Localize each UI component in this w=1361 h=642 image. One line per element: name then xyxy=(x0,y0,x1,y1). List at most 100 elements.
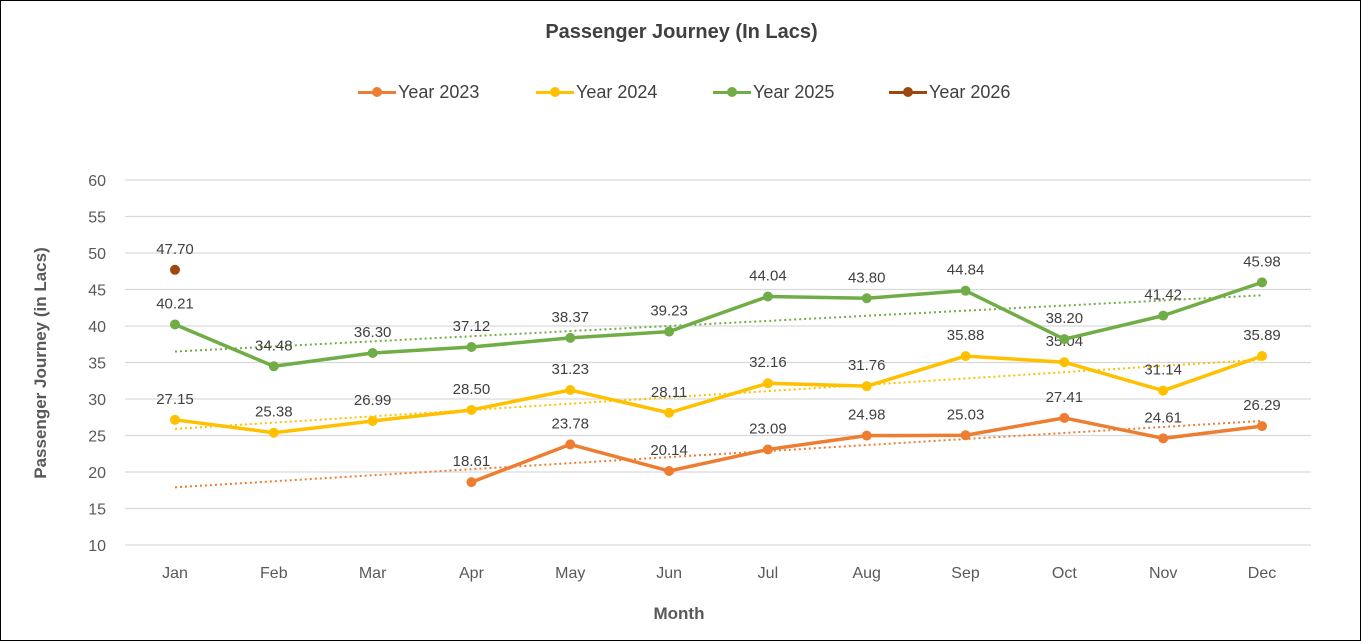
data-label: 47.70 xyxy=(156,241,194,258)
data-point xyxy=(861,293,872,304)
x-tick-label: Nov xyxy=(1149,565,1177,582)
data-label: 38.37 xyxy=(551,309,589,326)
x-tick-label: May xyxy=(555,565,585,582)
legend-swatch-icon xyxy=(713,81,751,103)
x-tick-label: Dec xyxy=(1248,565,1276,582)
chart-title: Passenger Journey (In Lacs) xyxy=(545,21,818,43)
legend-swatch-icon xyxy=(358,81,396,103)
data-label: 31.76 xyxy=(848,357,886,374)
data-point xyxy=(960,351,971,362)
y-tick-label: 30 xyxy=(88,392,106,409)
x-tick-label: Jan xyxy=(162,565,188,582)
y-tick-label: 15 xyxy=(88,502,106,519)
data-point xyxy=(565,332,576,343)
trendline xyxy=(174,419,1263,489)
data-label: 28.50 xyxy=(453,381,491,398)
data-point xyxy=(170,414,180,425)
data-label: 31.14 xyxy=(1144,362,1182,379)
x-tick-label: Aug xyxy=(852,565,880,582)
data-point xyxy=(762,291,773,302)
legend-item: Year 2023 xyxy=(358,81,479,103)
data-label: 25.38 xyxy=(255,404,293,421)
data-point xyxy=(861,430,872,441)
x-tick-label: Oct xyxy=(1052,565,1077,582)
y-tick-label: 50 xyxy=(88,246,106,263)
x-tick-label: Jul xyxy=(758,565,778,582)
data-point xyxy=(466,342,477,353)
x-tick-label: Feb xyxy=(260,565,288,582)
data-point xyxy=(565,385,576,396)
data-label: 35.89 xyxy=(1243,327,1281,344)
y-tick-label: 35 xyxy=(88,356,106,373)
data-point xyxy=(565,439,576,450)
data-label: 44.84 xyxy=(947,262,985,279)
data-label: 28.11 xyxy=(651,384,687,401)
data-label: 24.61 xyxy=(1144,409,1182,426)
data-point xyxy=(466,477,477,488)
x-tick-label: Mar xyxy=(359,565,387,582)
legend: Year 2023 Year 2024 Year 2025 Year 2026 xyxy=(1,81,1361,103)
data-point xyxy=(1257,421,1267,432)
x-tick-label: Sep xyxy=(951,565,980,582)
trendline xyxy=(174,294,1263,353)
data-point xyxy=(367,415,378,426)
data-label: 27.15 xyxy=(156,391,194,408)
x-axis-title: Month xyxy=(654,604,705,623)
y-tick-label: 20 xyxy=(88,465,106,482)
data-label: 35.88 xyxy=(947,327,985,344)
data-label: 39.23 xyxy=(650,303,688,320)
data-label: 31.23 xyxy=(551,361,589,378)
legend-swatch-icon xyxy=(889,81,927,103)
data-point xyxy=(664,407,675,418)
data-label: 24.98 xyxy=(848,407,886,424)
data-label: 25.03 xyxy=(947,406,985,423)
legend-item: Year 2024 xyxy=(536,81,657,103)
data-label: 27.41 xyxy=(1046,389,1084,406)
data-point xyxy=(960,430,971,441)
y-axis-title: Passenger Journey (in Lacs) xyxy=(31,247,50,478)
data-label: 38.20 xyxy=(1046,310,1084,327)
data-point xyxy=(1158,385,1169,396)
data-point xyxy=(1059,334,1070,345)
legend-label: Year 2024 xyxy=(576,81,658,102)
data-point xyxy=(1158,433,1169,444)
data-label: 43.80 xyxy=(848,269,886,286)
data-point xyxy=(268,427,279,438)
data-label: 44.04 xyxy=(749,268,787,285)
legend-item: Year 2025 xyxy=(713,81,834,103)
data-label: 23.78 xyxy=(551,415,589,432)
data-point xyxy=(664,326,675,337)
data-point xyxy=(1257,351,1267,362)
trendline xyxy=(174,358,1263,430)
legend-swatch-icon xyxy=(536,81,574,103)
data-point xyxy=(762,378,773,389)
data-label: 45.98 xyxy=(1243,253,1281,270)
y-tick-label: 25 xyxy=(88,429,106,446)
x-tick-label: Jun xyxy=(656,565,682,582)
data-label: 32.16 xyxy=(749,354,787,371)
data-point xyxy=(170,264,180,275)
data-label: 37.12 xyxy=(453,318,491,335)
data-point xyxy=(762,444,773,455)
y-tick-label: 45 xyxy=(88,283,106,300)
data-point xyxy=(664,465,675,476)
data-label: 41.42 xyxy=(1144,287,1182,304)
data-label: 36.30 xyxy=(354,324,392,341)
legend-label: Year 2023 xyxy=(398,81,480,102)
series-line xyxy=(174,280,1263,369)
data-label: 26.29 xyxy=(1243,397,1281,414)
legend-item: Year 2026 xyxy=(889,81,1010,103)
y-tick-label: 55 xyxy=(88,210,106,227)
data-point xyxy=(367,348,378,359)
legend-label: Year 2025 xyxy=(753,81,835,102)
data-point xyxy=(1059,412,1070,423)
data-label: 23.09 xyxy=(749,420,787,437)
data-point xyxy=(960,285,971,296)
data-point xyxy=(1059,357,1070,368)
y-tick-label: 60 xyxy=(88,173,106,190)
data-label: 34.48 xyxy=(255,337,293,354)
y-tick-label: 40 xyxy=(88,319,106,336)
data-point xyxy=(268,361,279,372)
